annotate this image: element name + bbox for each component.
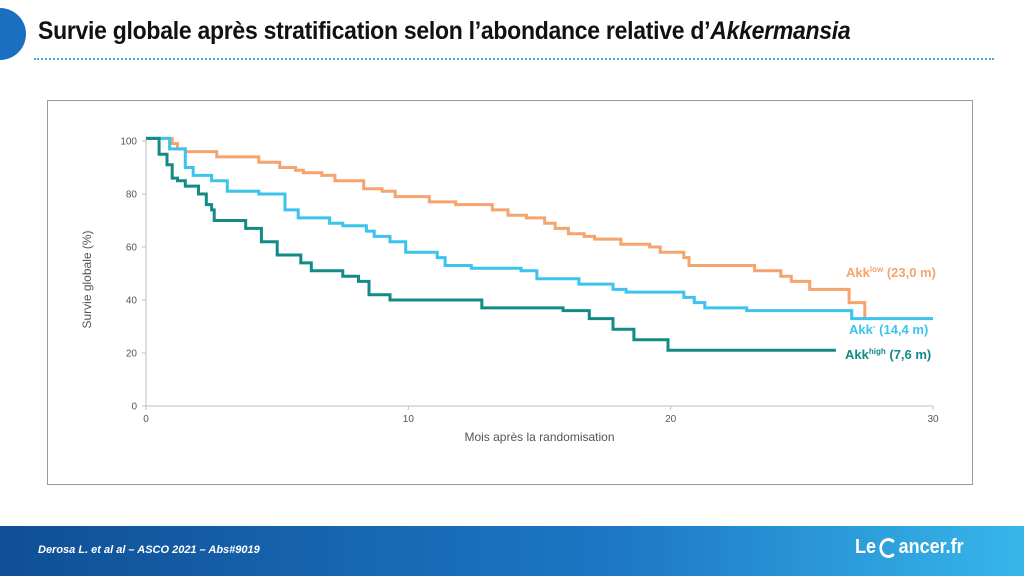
brand-c-icon xyxy=(880,537,899,558)
y-tick-label: 80 xyxy=(126,190,138,201)
series-label-high: Akkhigh (7,6 m) xyxy=(845,347,931,362)
title-main-text: Survie globale après stratification selo… xyxy=(38,17,711,45)
title-divider xyxy=(34,58,994,60)
footer-reference: Derosa L. et al al – ASCO 2021 – Abs#901… xyxy=(38,544,260,556)
x-axis-label: Mois après la randomisation xyxy=(464,430,614,444)
series-label-base: Akk xyxy=(846,265,871,280)
y-tick-label: 0 xyxy=(131,402,137,413)
series-label-base: Akk xyxy=(849,322,874,337)
chart-frame: 0 20 40 60 80 100 0 10 20 30 Mois après la randomi… xyxy=(47,100,973,485)
series-label-superscript: high xyxy=(869,347,886,356)
x-tick-label: 30 xyxy=(927,414,939,425)
brand-text-before: Le xyxy=(855,536,877,558)
brand-logo[interactable]: Le ancer.fr xyxy=(855,536,964,559)
x-tick-label: 0 xyxy=(143,414,149,425)
page-title: Survie globale après stratification selo… xyxy=(38,17,851,46)
series-label-median: (23,0 m) xyxy=(883,265,936,280)
series-label-neg: Akk- (14,4 m) xyxy=(849,322,928,337)
series-label-median: (14,4 m) xyxy=(876,322,929,337)
lines-layer xyxy=(146,136,933,352)
y-tick-label: 20 xyxy=(126,349,138,360)
x-tick-label: 20 xyxy=(665,414,677,425)
series-label-low: Akklow (23,0 m) xyxy=(846,265,936,280)
series-label-median: (7,6 m) xyxy=(886,347,932,362)
brand-text-after: ancer.fr xyxy=(898,536,964,558)
y-tick-label: 40 xyxy=(126,296,138,307)
survival-curve-high xyxy=(146,136,836,352)
series-label-superscript: low xyxy=(870,265,884,274)
y-axis-label: Survie globale (%) xyxy=(80,230,94,328)
labels-layer: Akklow (23,0 m)Akk- (14,4 m)Akkhigh (7,6… xyxy=(845,265,936,362)
survival-curve-neg xyxy=(146,136,933,321)
series-label-base: Akk xyxy=(845,347,870,362)
series-label-superscript: - xyxy=(873,322,876,331)
footer-bar: Derosa L. et al al – ASCO 2021 – Abs#901… xyxy=(0,526,1024,576)
corner-accent-shape xyxy=(0,8,26,60)
survival-curve-low xyxy=(146,136,867,319)
axes-layer: 0 20 40 60 80 100 0 10 20 30 Mois après la randomi… xyxy=(80,137,939,445)
x-tick-label: 10 xyxy=(403,414,415,425)
survival-chart: 0 20 40 60 80 100 0 10 20 30 Mois après la randomi… xyxy=(80,136,939,445)
y-tick-label: 60 xyxy=(126,243,138,254)
y-tick-label: 100 xyxy=(120,137,137,148)
title-italic-text: Akkermansia xyxy=(710,17,851,45)
